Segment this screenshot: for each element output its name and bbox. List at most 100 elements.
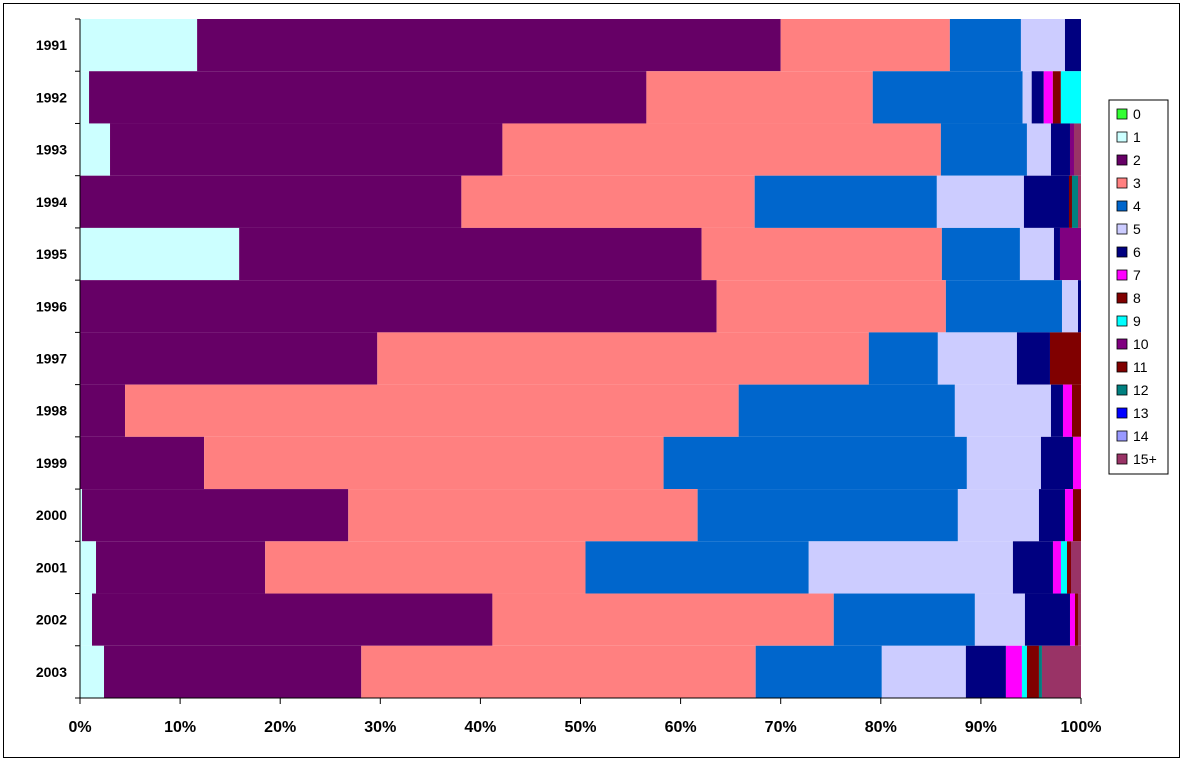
bar-segment-1994-series-3 <box>461 175 755 228</box>
bar-segment-1994-series-2 <box>80 175 462 228</box>
bar-segment-1998-series-3 <box>125 384 739 437</box>
bar-segment-2000-series-6 <box>1038 489 1065 542</box>
category-label-1994: 1994 <box>36 194 67 210</box>
bar-segment-1999-series-7 <box>1072 436 1081 490</box>
legend-swatch-7 <box>1116 269 1128 281</box>
legend-label-15+: 15+ <box>1133 451 1157 467</box>
bar-segment-1997-series-5 <box>937 332 1017 385</box>
category-label-1991: 1991 <box>36 37 67 53</box>
bar-segment-2001-series-7 <box>1052 541 1061 594</box>
bar-segment-1991-series-3 <box>780 19 950 72</box>
legend-swatch-13 <box>1116 407 1128 419</box>
x-tick-label-100pct: 100% <box>1061 719 1102 736</box>
legend-label-11: 11 <box>1133 359 1148 375</box>
legend-swatch-8 <box>1116 292 1128 304</box>
bar-segment-1994-series-15+ <box>1078 175 1081 228</box>
bar-segment-1994-series-5 <box>936 175 1024 228</box>
bar-segment-1996-series-5 <box>1061 280 1078 333</box>
category-label-1998: 1998 <box>36 403 67 419</box>
legend-label-12: 12 <box>1133 382 1149 398</box>
bar-segment-1992-series-5 <box>1022 71 1032 124</box>
bar-segment-1991-series-5 <box>1020 19 1065 72</box>
legend-swatch-11 <box>1116 361 1128 373</box>
bar-segment-1992-series-9 <box>1060 71 1081 124</box>
category-label-1992: 1992 <box>36 89 67 105</box>
bar-segment-1992-series-3 <box>646 71 873 124</box>
bar-segment-1993-series-10 <box>1069 123 1074 176</box>
bar-segment-1999-series-5 <box>966 436 1041 490</box>
legend-label-5: 5 <box>1133 221 1141 237</box>
bar-segment-2002-series-3 <box>492 593 834 646</box>
bar-segment-2002-series-7 <box>1069 593 1075 646</box>
bar-segment-2003-series-4 <box>755 645 882 698</box>
bar-segment-2001-series-11 <box>1066 541 1071 594</box>
legend-swatch-3 <box>1116 177 1128 189</box>
bar-segment-1992-series-8 <box>1052 71 1061 124</box>
bar-segment-2002-series-4 <box>833 593 975 646</box>
bar-segment-2003-series-5 <box>881 645 966 698</box>
bar-segment-1999-series-3 <box>204 436 664 490</box>
legend-label-4: 4 <box>1133 198 1141 214</box>
category-label-2003: 2003 <box>36 664 67 680</box>
bar-segment-2003-series-2 <box>104 645 362 698</box>
bar-segment-1994-series-11 <box>1068 175 1072 228</box>
legend-label-6: 6 <box>1133 244 1141 260</box>
bar-segment-1995-series-4 <box>941 227 1020 281</box>
bar-segment-1992-series-7 <box>1043 71 1053 124</box>
bar-segment-1991-series-4 <box>949 19 1021 72</box>
bar-segment-1992-series-1 <box>80 71 90 124</box>
bar-segment-1999-series-4 <box>663 436 967 490</box>
bar-segment-2001-series-15+ <box>1070 541 1081 594</box>
bar-segment-1993-series-2 <box>110 123 503 176</box>
bar-segment-1995-series-6 <box>1053 227 1060 281</box>
bar-segment-2000-series-7 <box>1064 489 1073 542</box>
x-tick-label-30pct: 30% <box>364 719 396 736</box>
bar-segment-1998-series-4 <box>738 384 955 437</box>
x-tick-label-90pct: 90% <box>965 719 997 736</box>
legend-label-0: 0 <box>1133 106 1141 122</box>
category-label-1997: 1997 <box>36 351 67 367</box>
bar-segment-1992-series-6 <box>1031 71 1044 124</box>
bar-segment-1994-series-6 <box>1023 175 1069 228</box>
legend-swatch-12 <box>1116 384 1128 396</box>
bar-segment-2003-series-9 <box>1021 645 1027 698</box>
bar-segment-2000-series-3 <box>348 489 698 542</box>
x-tick-label-20pct: 20% <box>264 719 296 736</box>
bar-segment-2000-series-11 <box>1072 489 1081 542</box>
legend-swatch-4 <box>1116 200 1128 212</box>
bar-segment-2000-series-1 <box>80 489 82 542</box>
category-label-1996: 1996 <box>36 298 67 314</box>
legend-swatch-1 <box>1116 131 1128 143</box>
bar-segment-2002-series-2 <box>92 593 493 646</box>
bar-segment-1992-series-4 <box>872 71 1023 124</box>
bar-segment-2001-series-9 <box>1060 541 1067 594</box>
bar-segment-1993-series-6 <box>1050 123 1070 176</box>
bar-segment-1993-series-4 <box>940 123 1027 176</box>
bar-segment-2001-series-3 <box>265 541 586 594</box>
bar-segment-2001-series-4 <box>585 541 809 594</box>
bar-segment-2003-series-3 <box>361 645 756 698</box>
bar-segment-1997-series-2 <box>80 332 378 385</box>
bar-segment-2003-series-6 <box>965 645 1006 698</box>
legend-label-13: 13 <box>1133 405 1149 421</box>
bar-segment-2002-series-1 <box>80 593 93 646</box>
bar-segment-1996-series-3 <box>716 280 946 333</box>
bar-segment-1998-series-7 <box>1062 384 1072 437</box>
bar-segment-2003-series-15+ <box>1041 645 1081 698</box>
category-label-1995: 1995 <box>36 246 67 262</box>
bar-segment-1995-series-3 <box>701 227 942 281</box>
legend-label-2: 2 <box>1133 152 1141 168</box>
bar-segment-1996-series-2 <box>80 280 717 333</box>
x-tick-label-60pct: 60% <box>665 719 697 736</box>
legend-swatch-15+ <box>1116 453 1128 465</box>
bar-segment-1993-series-1 <box>80 123 111 176</box>
bar-segment-2001-series-6 <box>1012 541 1053 594</box>
legend-swatch-14 <box>1116 430 1128 442</box>
bar-segment-1993-series-5 <box>1026 123 1051 176</box>
bar-segment-2001-series-2 <box>96 541 266 594</box>
bar-segment-1994-series-4 <box>754 175 937 228</box>
bar-segment-1994-series-12 <box>1071 175 1078 228</box>
legend-swatch-2 <box>1116 154 1128 166</box>
bar-segment-1997-series-6 <box>1016 332 1050 385</box>
